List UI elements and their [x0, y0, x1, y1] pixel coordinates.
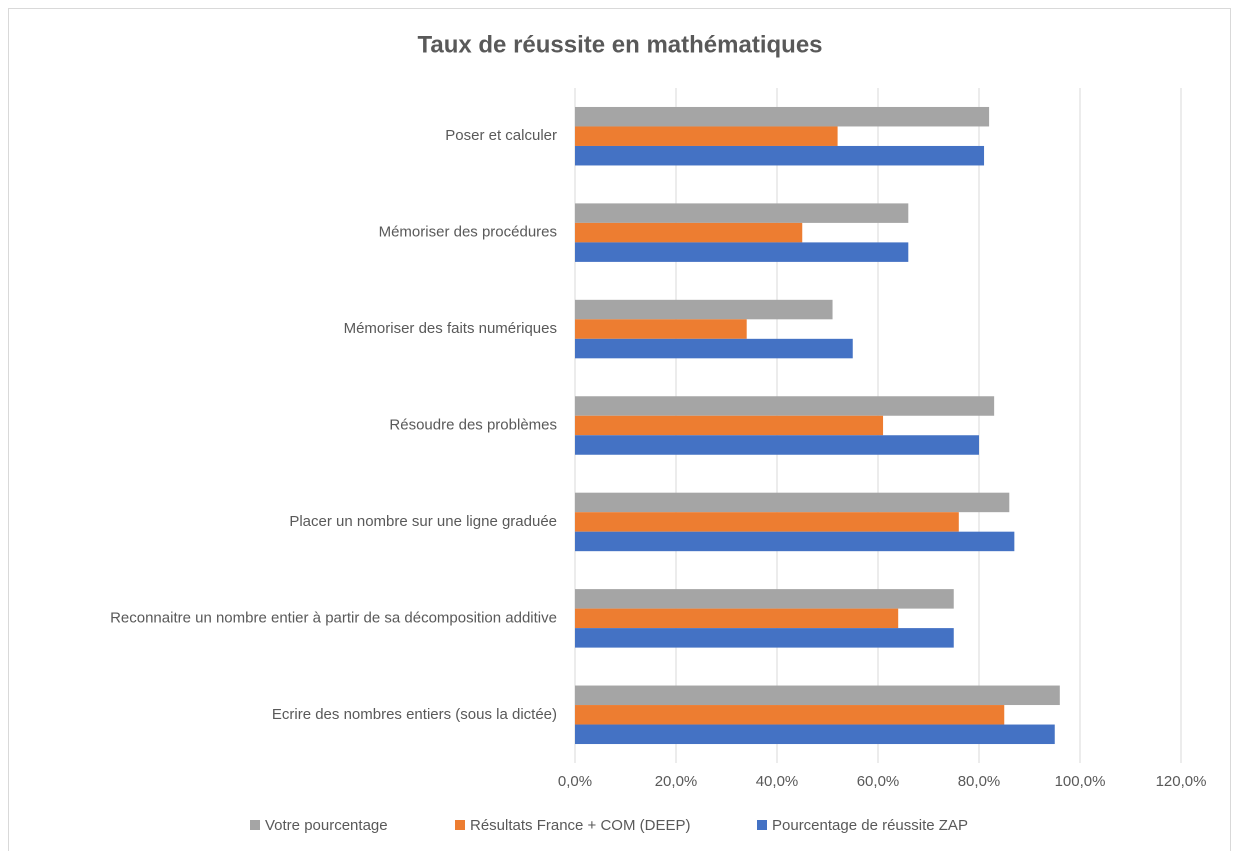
x-tick-label: 20,0% — [655, 773, 698, 790]
legend-label: Pourcentage de réussite ZAP — [772, 817, 968, 834]
y-tick-label: Mémoriser des faits numériques — [344, 320, 557, 337]
bar — [575, 145, 985, 166]
bar — [575, 242, 909, 262]
x-tick-label: 40,0% — [756, 773, 799, 790]
y-tick-label: Ecrire des nombres entiers (sous la dict… — [272, 706, 557, 723]
legend-swatch — [250, 820, 260, 830]
bar — [575, 126, 838, 146]
bar — [575, 685, 1060, 706]
bar — [575, 705, 1005, 725]
bar — [575, 435, 979, 455]
bar — [575, 396, 995, 416]
bar — [575, 512, 959, 532]
bar — [575, 724, 1055, 745]
bar — [575, 492, 1010, 513]
x-tick-label: 120,0% — [1156, 773, 1207, 790]
x-tick-label: 100,0% — [1055, 773, 1106, 790]
y-tick-label: Reconnaitre un nombre entier à partir de… — [110, 609, 557, 626]
x-tick-label: 80,0% — [958, 773, 1001, 790]
legend-label: Résultats France + COM (DEEP) — [470, 817, 690, 834]
legend-swatch — [455, 820, 465, 830]
bar — [575, 589, 954, 609]
bar — [575, 106, 990, 127]
bar — [575, 608, 899, 629]
bar — [575, 338, 853, 359]
bar — [575, 299, 833, 320]
y-tick-label: Mémoriser des procédures — [379, 224, 557, 241]
bar — [575, 415, 884, 436]
y-tick-label: Placer un nombre sur une ligne graduée — [289, 513, 557, 530]
legend-label: Votre pourcentage — [265, 817, 388, 834]
bar — [575, 531, 1015, 552]
y-tick-label: Poser et calculer — [445, 127, 557, 144]
x-tick-label: 0,0% — [558, 773, 592, 790]
bar — [575, 222, 803, 243]
bar — [575, 628, 954, 648]
bar — [575, 319, 747, 339]
y-tick-label: Résoudre des problèmes — [389, 416, 557, 433]
bar — [575, 203, 909, 223]
x-tick-label: 60,0% — [857, 773, 900, 790]
legend-swatch — [757, 820, 767, 830]
chart-title: Taux de réussite en mathématiques — [417, 31, 822, 58]
